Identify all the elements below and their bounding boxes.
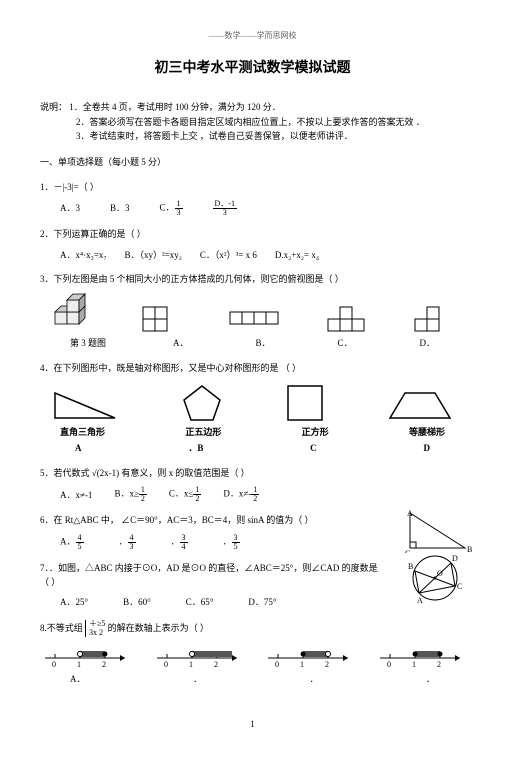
q1-opt-c: C．13 [160,200,183,217]
q8-opt-b: ． [193,672,202,686]
q4-opt-c: C [310,441,317,455]
q1-opt-b: B．3 [110,201,130,215]
section-header: 一、单项选择题（每小题 5 分） [40,155,465,169]
page-number: 1 [40,717,465,731]
q4-label-4: 等腰梯形 [409,425,445,439]
right-triangle-icon [50,388,120,423]
numberline-b-icon: 0 1 2 [152,643,242,668]
q4-stem: 4．在下列图形中，既是轴对称图形，又是中心对称图形的是 （ ） [40,361,465,375]
svg-text:O: O [437,569,443,578]
q5-opt-b: B．x≥12 [114,486,146,503]
q7-circle-icon: A B C D O [405,551,465,606]
q3-opt-d-icon [410,302,455,332]
q2-opt-a: A．x⁴·x₃=x₇ [60,248,107,262]
q3-fig-label: 第 3 题图 [70,336,106,350]
q8-opt-c: ． [309,672,318,686]
q1-stem: 1．－|-3|=（ ） [40,180,465,194]
svg-text:C: C [457,582,462,591]
svg-text:2: 2 [214,660,218,668]
q1-opt-a: A．3 [60,201,80,215]
q4-label-2: 正五边形 [185,425,221,439]
q4-opt-a: A [75,441,82,455]
q5-stem: 5．若代数式 √(2x-1) 有意义，则 x 的取值范围是（ ） [40,466,465,480]
q2-opt-d: D.x₂+x₂= x₄ [275,248,319,262]
svg-text:0: 0 [275,660,279,668]
trapezoid-icon [385,388,455,423]
header-mark: ——数学——学而思网校 [40,30,465,43]
q1-opt-d: D．-13 [213,200,237,217]
pentagon-icon [180,383,225,423]
q7-opt-c: C．65° [186,595,214,609]
svg-text:2: 2 [437,660,441,668]
instructions-lead: 说明： [40,102,67,112]
q3-opt-c: C． [337,336,352,350]
svg-text:A: A [407,509,413,518]
q3-labels: 第 3 题图 A． B． C． D． [70,336,435,350]
q8-stem: 8.不等式组 ＋≥53x 2 的解在数轴上表示为（ ） [40,620,465,638]
q6-opt-a: A．45 [60,534,84,551]
svg-text:2: 2 [325,660,329,668]
numberline-a-icon: 0 1 2 [40,643,130,668]
q3-opt-b: B． [255,336,270,350]
svg-text:2: 2 [102,660,106,668]
q3-opt-b-icon [225,307,285,332]
svg-text:B: B [408,562,413,571]
q7-stem: 7．．如图，△ABC 内接于⊙O，AD 是⊙O 的直径，∠ABC＝25°，则∠C… [40,561,380,590]
q5-options: A．x≠-1 B．x≥12 C．x≤12 D．x≠-12 [60,486,465,503]
q3-stem: 3．下列左图是由 5 个相同大小的正方体搭成的几何体，则它的俯视图是（ ） [40,272,465,286]
svg-text:0: 0 [52,660,56,668]
q1-options: A．3 B．3 C．13 D．-13 [60,200,465,217]
svg-text:1: 1 [412,660,416,668]
q3-opt-c-icon [323,302,373,332]
instruction-3: 3．考试结束时，将答题卡上交 ，试卷自己妥善保管，以便老师讲评． [76,131,353,141]
q5-opt-d: D．x≠-12 [223,486,259,503]
q6-opt-c: ．34 [171,534,188,551]
q4-shapes [50,383,455,423]
numberline-c-icon: 0 1 2 [263,643,353,668]
instruction-1: 1．全卷共 4 页，考试用时 100 分钟，满分为 120 分． [69,102,281,112]
numberline-d-icon: 0 1 2 [375,643,465,668]
svg-text:1: 1 [77,660,81,668]
q6-triangle-icon: A B C [405,508,475,553]
q7-opt-d: D．75° [248,595,276,609]
q5-opt-c: C．x≤12 [169,486,201,503]
q2-opt-c: C．（x²）³= x 6 [200,248,257,262]
q7-opt-a: A．25° [60,595,88,609]
q6-stem: 6．在 Rt△ABC 中， ∠C＝90°，AC＝3，BC＝4，则 sinA 的值… [40,513,465,527]
q7-opt-b: B．60° [123,595,151,609]
q6-opt-d: ．35 [223,534,240,551]
q8-labels: A． ． ． ． [70,672,435,686]
page-title: 初三中考水平测试数学模拟试题 [40,58,465,80]
q8-numberlines: 0 1 2 0 1 2 0 1 2 0 1 2 [40,643,465,668]
q2-stem: 2．下列运算正确的是（ ） [40,227,465,241]
svg-text:A: A [417,596,423,605]
svg-text:1: 1 [300,660,304,668]
q3-opt-a: A． [173,336,189,350]
q4-opt-b: ．B [188,441,203,455]
svg-text:B: B [467,545,472,553]
q6-opt-b: ．43 [119,534,136,551]
q4-shape-labels: 直角三角形 正五边形 正方形 等腰梯形 [60,425,445,439]
svg-text:0: 0 [387,660,391,668]
svg-text:1: 1 [189,660,193,668]
q4-opt-d: D [424,441,431,455]
svg-text:D: D [452,554,458,563]
q3-opt-d: D． [419,336,435,350]
q4-options: A ．B C D [75,441,430,455]
q2-opt-b: B．（xy）²=xy₂ [125,248,182,262]
q8-opt-a: A． [70,672,86,686]
q4-label-1: 直角三角形 [60,425,105,439]
q4-label-3: 正方形 [302,425,329,439]
q3-figures [50,292,455,332]
q3-opt-a-icon [138,302,188,332]
q2-options: A．x⁴·x₃=x₇ B．（xy）²=xy₂ C．（x²）³= x 6 D.x₂… [60,248,465,262]
instruction-2: 2．答案必须写在答题卡各题目指定区域内相应位置上，不按以上要求作答的答案无效 ． [76,117,425,127]
svg-text:0: 0 [164,660,168,668]
q8-opt-d: ． [426,672,435,686]
square-icon [285,383,325,423]
q3-solid-icon [50,292,100,332]
q5-opt-a: A．x≠-1 [60,488,92,502]
instructions: 说明： 1．全卷共 4 页，考试用时 100 分钟，满分为 120 分． 2．答… [40,100,465,143]
